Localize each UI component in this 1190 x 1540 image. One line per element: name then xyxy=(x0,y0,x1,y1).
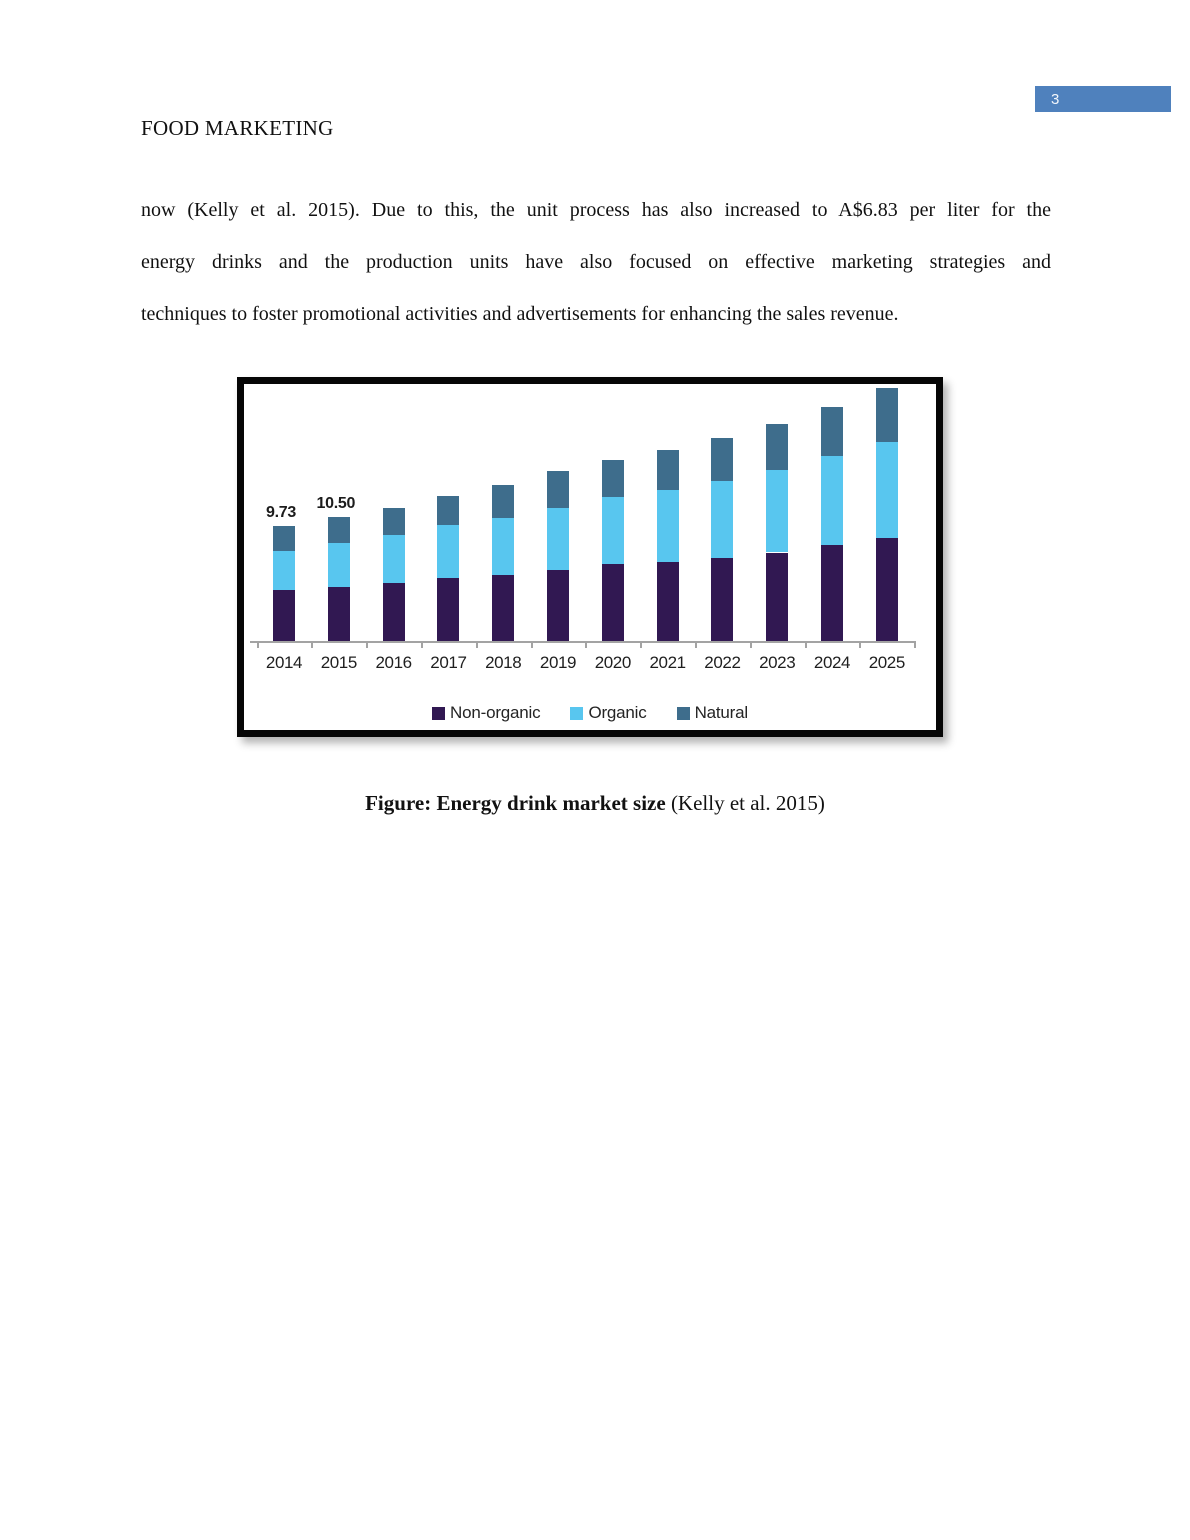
x-axis-label: 2018 xyxy=(485,653,522,672)
legend-item: Non-organic xyxy=(432,703,541,723)
bar-segment-non-organic xyxy=(601,564,624,641)
bar-segment-natural xyxy=(875,388,898,442)
bar-segment-natural xyxy=(821,407,843,456)
bar-segment-organic xyxy=(821,455,843,546)
bar-segment-natural xyxy=(766,423,789,470)
x-axis-label: 2025 xyxy=(868,653,906,672)
bar-segment-natural xyxy=(711,438,734,481)
x-axis-label: 2024 xyxy=(813,653,851,672)
caption-title: Figure: Energy drink market size xyxy=(365,791,666,815)
bar-segment-non-organic xyxy=(382,583,405,641)
bar-segment-natural xyxy=(547,471,569,508)
paragraph-line: now (Kelly et al. 2015). Due to this, th… xyxy=(141,199,1051,221)
x-axis-tick xyxy=(749,642,752,648)
x-axis-label: 2014 xyxy=(265,653,303,672)
bar-segment-natural xyxy=(273,526,295,552)
x-axis-tick xyxy=(256,642,259,648)
bar-segment-non-organic xyxy=(492,574,515,641)
x-axis-tick xyxy=(421,642,423,648)
x-axis-tick xyxy=(530,642,533,648)
bar-segment-non-organic xyxy=(875,538,898,641)
chart-plot: Non-organic Organic Natural 2014 2015 2016 20… xyxy=(244,384,936,730)
running-head: FOOD MARKETING xyxy=(141,116,334,140)
bar-segment-non-organic xyxy=(547,570,569,641)
figure-caption: Figure: Energy drink market size (Kelly … xyxy=(0,788,1190,818)
bar-segment-organic xyxy=(656,489,679,562)
x-axis-tick xyxy=(366,642,369,648)
x-axis-tick xyxy=(914,642,917,648)
x-axis-label: 2021 xyxy=(649,653,686,672)
bar-segment-non-organic xyxy=(437,578,460,641)
bar-segment-non-organic xyxy=(656,561,679,641)
bar-segment-non-organic xyxy=(766,552,789,641)
x-axis-tick xyxy=(585,642,588,648)
bar-segment-organic xyxy=(327,543,350,587)
bar-segment-non-organic xyxy=(327,586,350,641)
x-axis-label: 2017 xyxy=(430,653,467,672)
bar-segment-natural xyxy=(601,460,624,498)
x-axis-label: 2022 xyxy=(704,653,741,672)
bar-segment-natural xyxy=(492,485,515,519)
legend-item: Organic xyxy=(570,703,647,723)
paragraph-line: techniques to foster promotional activit… xyxy=(141,303,899,325)
bar-segment-organic xyxy=(601,497,624,565)
x-axis-tick xyxy=(695,642,697,648)
x-axis-tick xyxy=(859,642,862,648)
bar-segment-organic xyxy=(547,507,569,571)
chart-legend: Non-organic Organic Natural xyxy=(244,703,936,723)
x-axis-label: 2016 xyxy=(375,653,412,672)
bar-segment-natural xyxy=(327,517,350,544)
bar-segment-organic xyxy=(273,551,295,591)
page-number: 3 xyxy=(1051,90,1060,108)
legend-item: Natural xyxy=(676,703,749,723)
legend-label: Non-organic xyxy=(450,703,541,722)
bar-segment-organic xyxy=(875,441,898,539)
x-axis-label: 2023 xyxy=(759,653,796,672)
page-number-box: 3 xyxy=(1035,86,1171,112)
legend-swatch-organic xyxy=(570,706,584,720)
bar-segment-organic xyxy=(492,518,515,575)
x-axis-line xyxy=(250,641,916,643)
x-axis-label: 2015 xyxy=(320,653,358,672)
bar-segment-natural xyxy=(382,507,405,535)
bar-segment-non-organic xyxy=(711,558,734,641)
legend-label: Organic xyxy=(588,703,647,722)
figure-frame: Non-organic Organic Natural 2014 2015 2016 20… xyxy=(237,377,943,737)
legend-label: Natural xyxy=(694,703,749,722)
bar-segment-natural xyxy=(437,495,460,526)
x-axis-tick xyxy=(475,642,478,648)
bar-segment-organic xyxy=(382,534,405,584)
bar-segment-organic xyxy=(437,525,460,579)
body-paragraph: now (Kelly et al. 2015). Due to this, th… xyxy=(141,184,1051,340)
x-axis-tick xyxy=(311,642,314,648)
bar-segment-non-organic xyxy=(821,545,843,641)
bar-value-label: 10.50 xyxy=(316,495,356,513)
caption-source: (Kelly et al. 2015) xyxy=(665,791,825,815)
x-axis-label: 2020 xyxy=(594,653,632,672)
x-axis-tick xyxy=(640,642,643,648)
x-axis-label: 2019 xyxy=(539,653,577,672)
bar-value-label: 9.73 xyxy=(266,504,296,522)
legend-swatch-non-organic xyxy=(432,706,446,720)
bar-segment-natural xyxy=(656,449,679,490)
bar-segment-organic xyxy=(711,480,734,559)
bar-segment-organic xyxy=(766,469,789,553)
paragraph-line: energy drinks and the production units h… xyxy=(141,251,1051,273)
legend-swatch-natural xyxy=(676,706,690,720)
bar-segment-non-organic xyxy=(273,590,295,641)
x-axis-tick xyxy=(804,642,807,648)
